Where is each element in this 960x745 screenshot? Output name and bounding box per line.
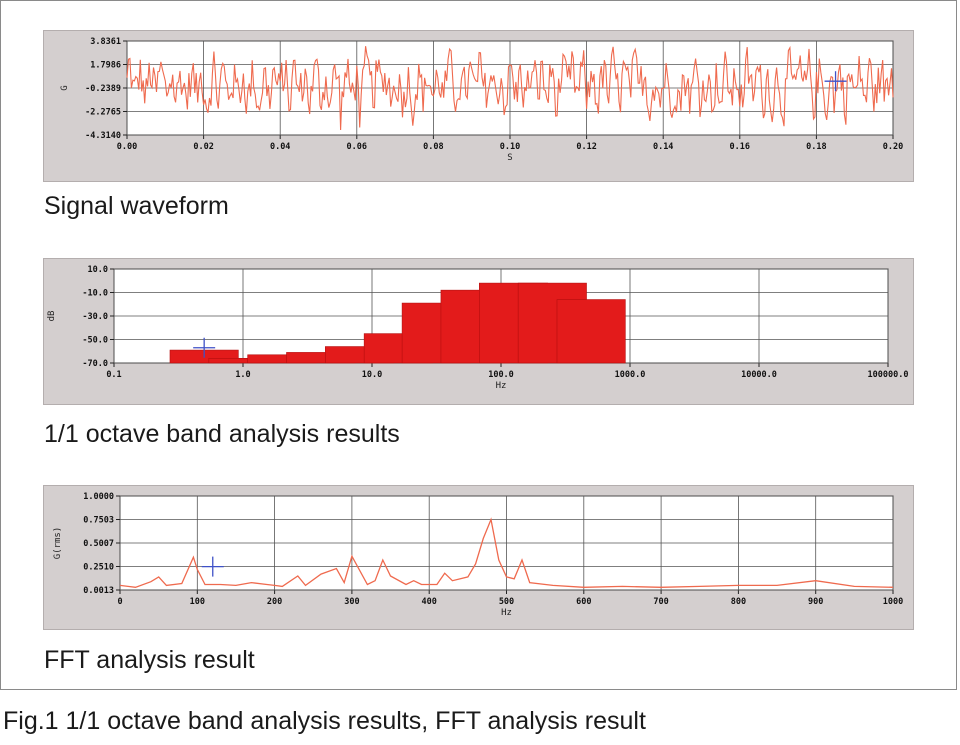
x-tick-label: 10.0 — [362, 370, 382, 380]
x-tick-label: 700 — [653, 597, 668, 607]
x-axis-label: Hz — [496, 381, 507, 391]
y-tick-label: -10.0 — [82, 289, 108, 299]
octave-band-panel: 0.1 1.0 10.0 100.0 1000.0 10000.0 100000.0 10.0… — [43, 258, 914, 405]
x-tick-label: 100000.0 — [868, 370, 909, 380]
octave-bar — [556, 299, 626, 364]
x-tick-label: 1000.0 — [615, 370, 646, 380]
x-tick-label: 400 — [422, 597, 437, 607]
x-tick-label: 1000 — [883, 597, 903, 607]
x-tick-label: 1.0 — [235, 370, 250, 380]
signal-waveform-panel: 0.00 0.02 0.04 0.06 0.08 0.10 0.12 0.14 0.16 0.18… — [43, 30, 914, 182]
y-tick-label: -30.0 — [82, 312, 108, 322]
octave-band-caption: 1/1 octave band analysis results — [44, 420, 400, 448]
x-tick-label: 600 — [576, 597, 591, 607]
x-tick-label: 0.18 — [806, 142, 826, 152]
x-tick-label: 900 — [808, 597, 823, 607]
x-tick-label: 300 — [344, 597, 359, 607]
x-tick-label: 10000.0 — [741, 370, 777, 380]
x-tick-label: 0.20 — [883, 142, 903, 152]
x-tick-label: 100 — [190, 597, 205, 607]
y-axis-label: G — [60, 85, 70, 90]
fft-chart: 0 100 200 300 400 500 600 700 800 900 1000 1.0000 0.… — [53, 492, 903, 618]
signal-waveform-chart: 0.00 0.02 0.04 0.06 0.08 0.10 0.12 0.14 0.16 0.18… — [60, 37, 903, 163]
y-tick-label: 1.0000 — [83, 492, 114, 502]
x-tick-label: 0.10 — [500, 142, 520, 152]
x-axis-label: S — [507, 153, 512, 163]
y-tick-label: 3.8361 — [90, 37, 121, 47]
y-axis-label: dB — [47, 311, 57, 322]
x-tick-label: 800 — [731, 597, 746, 607]
y-tick-label: 1.7986 — [90, 61, 121, 71]
x-tick-label: 0.12 — [576, 142, 596, 152]
y-tick-label: -70.0 — [82, 359, 108, 369]
x-tick-label: 0.04 — [270, 142, 290, 152]
x-tick-label: 0.00 — [117, 142, 137, 152]
x-tick-label: 0.02 — [193, 142, 213, 152]
fft-caption: FFT analysis result — [44, 646, 255, 674]
figure-caption: Fig.1 1/1 octave band analysis results, … — [3, 707, 646, 735]
fft-panel: 0 100 200 300 400 500 600 700 800 900 1000 1.0000 0.… — [43, 485, 914, 630]
y-tick-label: 10.0 — [88, 265, 108, 275]
octave-band-chart: 0.1 1.0 10.0 100.0 1000.0 10000.0 100000.0 10.0… — [47, 265, 909, 391]
x-tick-label: 0.08 — [423, 142, 443, 152]
signal-series-line — [126, 45, 894, 131]
x-tick-label: 0 — [117, 597, 122, 607]
x-tick-label: 200 — [267, 597, 282, 607]
y-tick-label: -2.2765 — [85, 108, 121, 118]
x-axis-label: Hz — [501, 608, 512, 618]
y-tick-label: 0.7503 — [83, 516, 114, 526]
signal-waveform-caption: Signal waveform — [44, 192, 229, 220]
y-tick-label: -50.0 — [82, 336, 108, 346]
x-tick-label: 0.06 — [347, 142, 367, 152]
x-tick-label: 0.16 — [730, 142, 750, 152]
x-tick-label: 0.14 — [653, 142, 673, 152]
x-tick-label: 100.0 — [488, 370, 514, 380]
y-tick-label: 0.5007 — [83, 539, 114, 549]
x-tick-label: 0.1 — [106, 370, 121, 380]
fft-series-line — [119, 517, 894, 588]
y-tick-label: 0.0013 — [83, 586, 114, 596]
y-tick-label: -0.2389 — [85, 84, 121, 94]
x-tick-label: 500 — [499, 597, 514, 607]
y-tick-label: -4.3140 — [85, 131, 121, 141]
y-axis-label: G(rms) — [53, 527, 63, 560]
y-tick-label: 0.2510 — [83, 563, 114, 573]
